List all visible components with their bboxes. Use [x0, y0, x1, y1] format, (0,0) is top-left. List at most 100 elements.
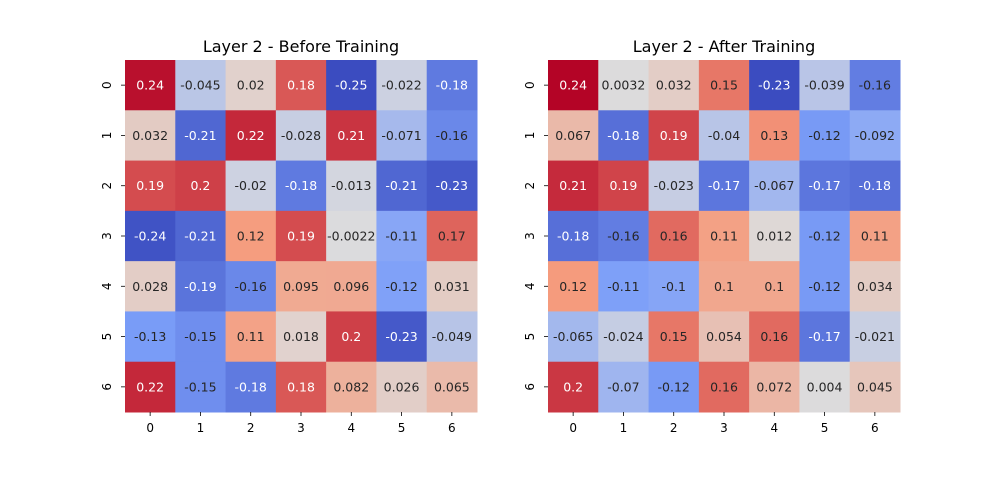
cell-value-label: -0.23	[436, 178, 468, 193]
cell-value-label: 0.13	[760, 128, 788, 143]
chart-title-after: Layer 2 - After Training	[633, 37, 815, 56]
heatmap-cell	[225, 160, 277, 212]
cell-value-label: -0.065	[553, 329, 593, 344]
cell-value-label: -0.11	[607, 279, 639, 294]
cell-value-label: 0.018	[283, 329, 319, 344]
heatmap-cell	[849, 311, 901, 363]
heatmap-cell	[598, 361, 650, 413]
heatmap-cell	[749, 361, 800, 413]
cell-value-label: -0.12	[385, 279, 417, 294]
cell-value-label: -0.071	[381, 128, 421, 143]
heatmap-cell	[125, 361, 176, 413]
heatmap-cell	[698, 210, 750, 262]
heatmap-cell	[125, 160, 176, 212]
cell-value-label: -0.039	[804, 78, 844, 93]
heatmap-cell	[799, 210, 851, 262]
x-tick-label: 1	[620, 421, 628, 435]
cell-value-label: 0.19	[287, 229, 315, 244]
heatmap-cell	[426, 110, 478, 162]
heatmap-cell	[326, 110, 377, 162]
cell-value-label: 0.16	[710, 379, 738, 394]
heatmap-cell	[698, 110, 750, 162]
heatmap-cell	[225, 60, 277, 111]
cell-value-label: -0.045	[180, 78, 220, 93]
heatmap-cell	[698, 261, 750, 312]
heatmap-cell	[426, 160, 478, 212]
cell-value-label: 0.082	[333, 379, 369, 394]
heatmap-cell	[225, 110, 277, 162]
heatmap-panel-after: Layer 2 - After Training 0.24 0.0032 0.032…	[523, 37, 901, 435]
cell-value-label: 0.2	[563, 379, 583, 394]
cell-value-label: 0.21	[337, 128, 365, 143]
heatmap-cell	[548, 311, 599, 363]
cell-value-label: 0.16	[660, 229, 688, 244]
cell-value-label: -0.18	[607, 128, 639, 143]
y-axis-ticks-before: 0 1 2 3 4 5 6	[100, 81, 125, 391]
heatmap-cell	[698, 60, 750, 111]
x-tick-label: 4	[347, 421, 355, 435]
heatmap-cell	[598, 160, 650, 212]
y-tick-label: 4	[100, 282, 114, 290]
x-tick-label: 0	[146, 421, 154, 435]
heatmap-cell	[175, 361, 227, 413]
x-tick-label: 0	[569, 421, 577, 435]
cell-value-label: -0.12	[808, 229, 840, 244]
heatmap-cell	[326, 210, 377, 262]
heatmap-cell	[799, 361, 851, 413]
heatmap-cell	[225, 311, 277, 363]
cell-value-label: 0.095	[283, 279, 319, 294]
heatmap-cell	[426, 210, 478, 262]
cell-value-label: 0.19	[136, 178, 164, 193]
x-axis-ticks-after: 0 1 2 3 4 5 6	[569, 412, 879, 435]
cell-value-label: -0.23	[385, 329, 417, 344]
heatmap-cell	[749, 60, 800, 111]
heatmap-cell	[648, 160, 700, 212]
heatmap-cell	[275, 361, 327, 413]
x-tick-label: 3	[297, 421, 305, 435]
y-tick-label: 6	[100, 383, 114, 391]
heatmap-cell	[225, 361, 277, 413]
cell-value-label: 0.16	[760, 329, 788, 344]
cell-value-label: -0.092	[855, 128, 895, 143]
heatmap-cell	[275, 261, 327, 312]
cell-value-label: -0.12	[808, 128, 840, 143]
heatmap-panel-before: Layer 2 - Before Training 0.24 -0.045 0.02…	[100, 37, 478, 435]
cell-value-label: -0.16	[436, 128, 468, 143]
heatmap-cell	[326, 160, 377, 212]
heatmap-cell	[749, 311, 800, 363]
heatmap-cell	[698, 160, 750, 212]
heatmap-cell	[849, 60, 901, 111]
cell-value-label: -0.024	[603, 329, 643, 344]
heatmap-cell	[749, 210, 800, 262]
heatmap-cell	[326, 361, 377, 413]
y-axis-ticks-after: 0 1 2 3 4 5 6	[523, 81, 548, 391]
cell-value-label: -0.18	[235, 379, 267, 394]
heatmap-cell	[749, 110, 800, 162]
cell-value-label: 0.12	[237, 229, 265, 244]
y-tick-label: 5	[100, 333, 114, 341]
heatmap-cell	[799, 60, 851, 111]
heatmap-cell	[849, 261, 901, 312]
heatmap-cell	[426, 361, 478, 413]
heatmap-cell	[275, 210, 327, 262]
heatmap-cell	[225, 210, 277, 262]
cell-value-label: -0.11	[385, 229, 417, 244]
x-tick-label: 6	[871, 421, 879, 435]
heatmap-cell	[376, 261, 428, 312]
heatmap-cell	[648, 361, 700, 413]
cell-value-label: 0.026	[384, 379, 420, 394]
heatmap-cell	[275, 160, 327, 212]
heatmap-cells-before: 0.24 -0.045 0.02 0.18 -0.25 -0.022 -0.18 0.032 -…	[125, 60, 478, 413]
heatmap-cell	[598, 311, 650, 363]
cell-value-label: -0.18	[859, 178, 891, 193]
x-tick-label: 2	[247, 421, 255, 435]
cell-value-label: 0.18	[287, 379, 315, 394]
cell-value-label: -0.25	[335, 78, 367, 93]
cell-value-label: -0.067	[754, 178, 794, 193]
heatmap-cell	[698, 361, 750, 413]
cell-value-label: -0.18	[436, 78, 468, 93]
cell-value-label: -0.15	[184, 329, 216, 344]
heatmap-cell	[175, 210, 227, 262]
cell-value-label: -0.021	[855, 329, 895, 344]
y-tick-label: 0	[100, 81, 114, 89]
